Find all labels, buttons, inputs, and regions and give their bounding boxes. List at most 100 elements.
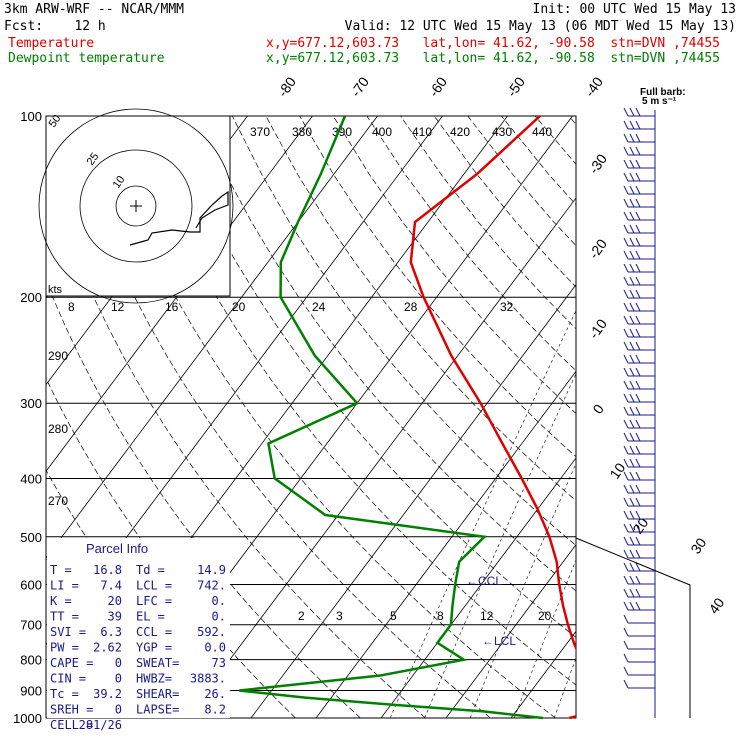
parcel-info-value: HWBZ=	[136, 672, 172, 686]
parcel-info-panel: Parcel Info T = 16.8 Td = 14.9 LI = 7.4 LCL = 74…	[47, 538, 230, 732]
wind-barb	[623, 536, 629, 546]
pressure-label: 800	[20, 653, 42, 668]
parcel-info-value: 0	[115, 672, 122, 686]
parcel-info-value: 8.2	[204, 703, 226, 717]
wind-barb	[629, 315, 635, 325]
parcel-info-value: SREH =	[50, 703, 93, 717]
wind-barb	[635, 562, 641, 572]
wind-barb	[635, 341, 641, 351]
dry-adiabat-line	[366, 116, 576, 372]
parcel-info-title: Parcel Info	[86, 541, 148, 556]
wind-barb	[635, 263, 641, 273]
wind-barb	[629, 289, 635, 299]
isotherm-label: 10	[606, 460, 628, 482]
parcel-info-value: YGP =	[136, 641, 172, 655]
wind-barb	[629, 237, 635, 247]
wind-barb	[629, 146, 635, 156]
dry-adiabat-line	[501, 116, 576, 206]
parcel-info-value: LCL =	[136, 579, 172, 593]
parcel-info-value: 39.2	[93, 687, 122, 701]
mixing-ratio-label: 8	[437, 609, 444, 623]
wind-barb	[629, 510, 635, 520]
isotherm-label: -50	[503, 74, 528, 100]
parcel-info-value: 0	[115, 703, 122, 717]
dry-adiabat-label: 290	[48, 349, 68, 363]
wind-barb	[623, 393, 629, 403]
wind-barb	[635, 315, 641, 325]
hodograph-ring-label: 25	[85, 151, 102, 168]
mixing-ratio-line	[553, 657, 576, 719]
wind-barb	[635, 159, 641, 169]
wind-barb	[623, 276, 629, 286]
wind-barb	[623, 367, 629, 377]
isotherm-line	[315, 370, 576, 719]
wind-barb	[635, 120, 641, 130]
wind-barb	[629, 458, 635, 468]
dewpoint-station-info: x,y=677.12,603.73 lat,lon= 41.62, -90.58…	[266, 51, 720, 66]
parcel-info-value: 592.	[197, 625, 226, 639]
pressure-label: 100	[20, 109, 42, 124]
isotherm-label: -60	[425, 74, 450, 100]
isotherm-label: -70	[347, 74, 372, 100]
hodograph-trace	[129, 190, 229, 246]
wind-barb	[635, 302, 641, 312]
wind-barb	[635, 107, 641, 117]
hodograph-ring-label: 50	[47, 113, 64, 130]
wind-barb	[629, 211, 635, 221]
parcel-info-value: Tc =	[50, 687, 79, 701]
wind-barb	[623, 484, 629, 494]
model-title: 3km ARW-WRF -- NCAR/MMM	[4, 2, 185, 17]
isotherm-label: -80	[274, 74, 299, 100]
dry-adiabat-line	[534, 116, 576, 165]
wind-barb	[623, 211, 629, 221]
wind-barb	[623, 497, 629, 507]
isotherm-label: -40	[581, 74, 606, 100]
mixing-ratio-label: 32	[500, 300, 514, 314]
mixing-ratio-line	[469, 462, 576, 719]
dry-adiabat-line	[703, 116, 740, 718]
wind-barb	[629, 588, 635, 598]
mixing-ratio-label: 12	[480, 609, 494, 623]
wind-barb	[635, 406, 641, 416]
wind-barb	[623, 419, 629, 429]
wind-barb	[623, 341, 629, 351]
wind-barb	[635, 133, 641, 143]
wind-barb	[635, 471, 641, 481]
parcel-info-value: 26.	[204, 687, 226, 701]
wind-barb	[629, 497, 635, 507]
isotherm-line	[445, 544, 576, 719]
mixing-ratio-label: 20	[232, 300, 246, 314]
wind-barb	[635, 445, 641, 455]
barb-legend: Full barb:	[640, 87, 686, 98]
mixing-ratio-label: 28	[404, 300, 418, 314]
wind-barb	[635, 549, 641, 559]
wind-barb	[629, 471, 635, 481]
isotherm-label: 40	[705, 595, 727, 617]
wind-barb	[623, 653, 629, 663]
dry-adiabat-line	[265, 116, 576, 502]
dry-adiabat-line	[433, 116, 576, 288]
wind-barb	[623, 601, 629, 611]
lcl-label: ←LCL	[482, 634, 516, 648]
hodograph-ring	[79, 149, 193, 263]
pressure-label: 300	[20, 396, 42, 411]
parcel-info-value: 39	[108, 610, 122, 624]
wind-barb	[629, 107, 635, 117]
parcel-info-value: EL =	[136, 610, 165, 624]
parcel-info-value: SHEAR=	[136, 687, 179, 701]
isotherm-line	[380, 457, 576, 719]
parcel-info-value: SWEAT=	[136, 656, 179, 670]
isotherm-label: 0	[589, 401, 607, 417]
parcel-info-value: 0.	[212, 594, 226, 608]
pressure-label: 1000	[13, 711, 42, 726]
dry-adiabat-line	[568, 116, 576, 125]
isotherm-line	[185, 197, 576, 719]
dry-adiabat-line	[46, 279, 361, 719]
parcel-info-value: 6.3	[100, 625, 122, 639]
wind-barb	[623, 198, 629, 208]
temperature-legend: Temperature	[8, 36, 95, 51]
wind-barb	[623, 380, 629, 390]
wind-barb	[623, 458, 629, 468]
wind-barb	[623, 237, 629, 247]
parcel-info-value: CCL =	[136, 625, 172, 639]
